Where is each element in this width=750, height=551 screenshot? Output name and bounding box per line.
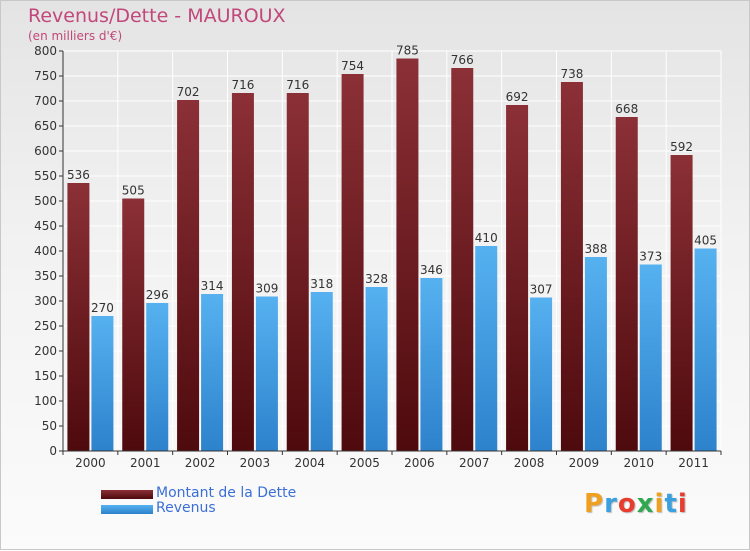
logo-letter: i <box>677 489 688 519</box>
legend-swatch-revenus <box>101 505 153 514</box>
logo-letter: x <box>636 489 655 519</box>
x-tick-label: 2000 <box>75 456 106 470</box>
value-label-revenus: 373 <box>639 250 662 264</box>
value-label-revenus: 318 <box>310 277 333 291</box>
x-tick-label: 2004 <box>294 456 325 470</box>
y-tick-label: 650 <box>34 119 57 133</box>
value-label-dette: 702 <box>177 85 200 99</box>
y-tick-label: 450 <box>34 219 57 233</box>
bar-dette <box>67 183 90 451</box>
y-tick-label: 50 <box>42 419 57 433</box>
legend-label-debt: Montant de la Dette <box>156 485 297 501</box>
logo-letter: P <box>584 489 605 519</box>
axis-layer: 0 50 100 150 200 250 300 350 400 450 500 550 600 650 7… <box>34 44 722 470</box>
value-label-dette: 716 <box>231 78 254 92</box>
x-tick-label: 2009 <box>569 456 600 470</box>
bar-dette <box>231 93 254 451</box>
bar-revenus <box>694 248 717 451</box>
x-tick-label: 2008 <box>514 456 545 470</box>
value-label-revenus: 388 <box>584 242 607 256</box>
y-tick-label: 100 <box>34 394 57 408</box>
bar-revenus <box>420 278 443 451</box>
bar-revenus <box>639 264 662 451</box>
bar-dette <box>615 117 638 451</box>
y-tick-label: 550 <box>34 169 57 183</box>
bar-dette <box>396 58 419 451</box>
bar-revenus <box>201 294 224 451</box>
x-tick-label: 2003 <box>240 456 271 470</box>
x-tick-label: 2007 <box>459 456 490 470</box>
bar-revenus <box>91 316 114 451</box>
y-tick-label: 600 <box>34 144 57 158</box>
bar-revenus <box>584 257 607 451</box>
y-tick-label: 400 <box>34 244 57 258</box>
y-tick-label: 300 <box>34 294 57 308</box>
x-tick-label: 2002 <box>185 456 216 470</box>
value-label-dette: 785 <box>396 44 419 58</box>
y-tick-label: 350 <box>34 269 57 283</box>
proxiti-logo: Proxiti <box>584 489 688 519</box>
legend-swatch-debt <box>101 490 153 499</box>
y-tick-label: 700 <box>34 94 57 108</box>
chart-title: Revenus/Dette - MAUROUX <box>28 5 286 27</box>
value-label-dette: 592 <box>670 140 693 154</box>
bar-revenus <box>475 246 498 451</box>
chart-subtitle: (en milliers d'€) <box>28 29 123 43</box>
value-label-revenus: 296 <box>146 288 169 302</box>
value-label-revenus: 410 <box>475 231 498 245</box>
logo-letter: r <box>604 489 618 519</box>
bar-dette <box>670 155 693 451</box>
value-label-revenus: 314 <box>201 279 224 293</box>
value-label-dette: 754 <box>341 59 364 73</box>
y-tick-label: 0 <box>49 444 57 458</box>
bar-revenus <box>255 296 278 451</box>
value-label-revenus: 309 <box>255 282 278 296</box>
y-tick-label: 500 <box>34 194 57 208</box>
logo-letter: i <box>654 489 665 519</box>
x-tick-label: 2005 <box>349 456 380 470</box>
value-label-revenus: 270 <box>91 301 114 315</box>
value-label-revenus: 328 <box>365 272 388 286</box>
value-label-dette: 505 <box>122 184 145 198</box>
bar-dette <box>506 105 529 451</box>
value-label-dette: 766 <box>451 53 474 67</box>
bar-dette <box>451 68 474 451</box>
logo-letter: t <box>664 489 678 519</box>
value-label-dette: 536 <box>67 168 90 182</box>
bar-dette <box>341 74 364 451</box>
bar-revenus <box>146 303 169 451</box>
bar-dette <box>122 198 145 451</box>
bar-layer <box>67 58 717 451</box>
value-label-dette: 716 <box>286 78 309 92</box>
x-tick-label: 2001 <box>130 456 161 470</box>
y-tick-label: 200 <box>34 344 57 358</box>
grid-layer <box>62 50 722 452</box>
y-tick-label: 750 <box>34 69 57 83</box>
value-label-revenus: 405 <box>694 234 717 248</box>
y-tick-label: 800 <box>34 44 57 58</box>
bar-dette <box>560 82 583 451</box>
x-tick-label: 2006 <box>404 456 435 470</box>
bar-revenus <box>365 287 388 451</box>
logo-letter: o <box>617 489 637 519</box>
bar-dette <box>177 100 200 451</box>
value-label-revenus: 346 <box>420 263 443 277</box>
x-tick-label: 2010 <box>623 456 654 470</box>
bar-dette <box>286 93 309 451</box>
label-layer: 536 270 505 296 702 314 716 309 716 318 754 328 785 3… <box>67 44 717 316</box>
value-label-dette: 738 <box>560 67 583 81</box>
y-tick-label: 250 <box>34 319 57 333</box>
bar-revenus <box>310 292 333 451</box>
x-tick-label: 2011 <box>678 456 709 470</box>
legend-label-revenus: Revenus <box>156 500 216 516</box>
y-tick-label: 150 <box>34 369 57 383</box>
value-label-dette: 668 <box>615 102 638 116</box>
value-label-dette: 692 <box>506 90 529 104</box>
bar-revenus <box>530 297 553 451</box>
value-label-revenus: 307 <box>530 283 553 297</box>
